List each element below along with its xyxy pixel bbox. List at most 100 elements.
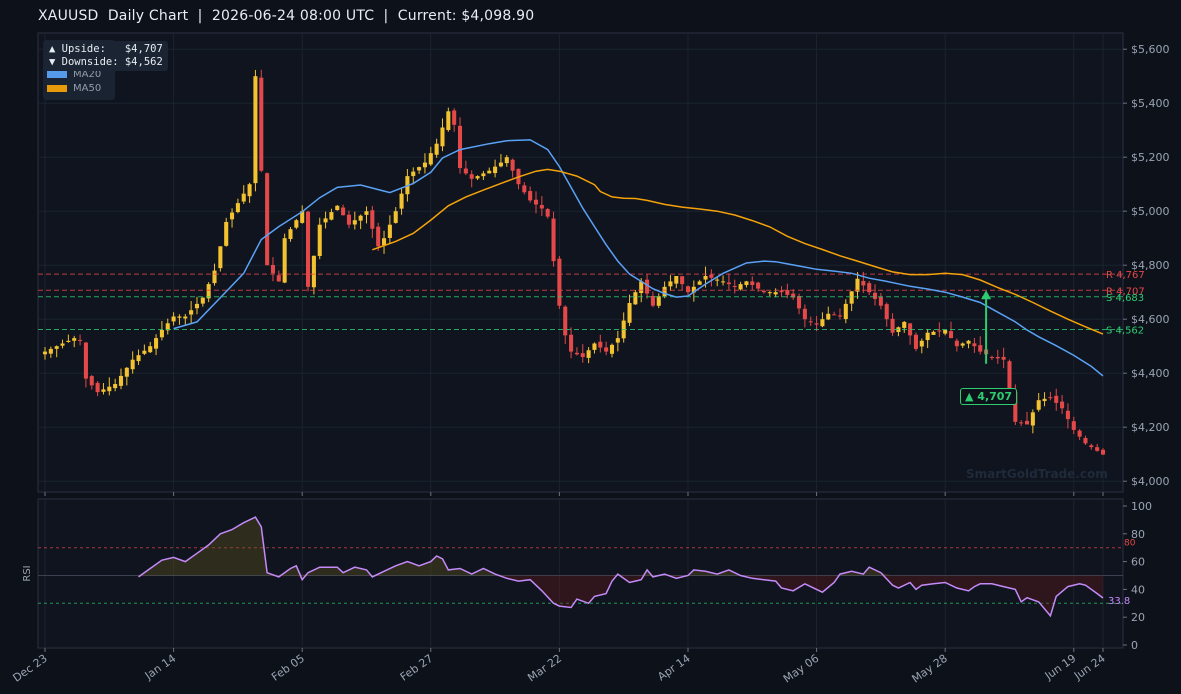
candle-body [972, 343, 977, 347]
candle-body [329, 212, 334, 220]
candle-body [95, 382, 100, 393]
candle-body [890, 318, 895, 333]
candle-body [341, 207, 346, 216]
candle-body [393, 211, 398, 223]
candle-body [294, 220, 299, 228]
x-tick-label: Feb 27 [398, 652, 436, 684]
candle-body [872, 292, 878, 299]
targets-box: ▲ Upside: $4,707 ▼ Downside: $4,562 [44, 41, 168, 71]
candle-body [60, 343, 65, 346]
candle-body [159, 330, 164, 338]
price-plot-area [37, 32, 1124, 493]
candle-body [820, 319, 825, 327]
candle-body [510, 159, 515, 171]
candle-body [539, 205, 544, 209]
candle-body [1095, 447, 1100, 451]
candle-body [498, 162, 503, 167]
candle-body [136, 355, 141, 362]
candle-body [399, 193, 404, 209]
x-tick-label: Jan 14 [142, 652, 178, 683]
candle-body [832, 314, 837, 316]
candle-body [1048, 397, 1053, 399]
x-tick-label: May 28 [909, 652, 949, 686]
candle-body [785, 290, 790, 295]
candle-body [48, 348, 53, 354]
candle-body [1001, 356, 1006, 360]
candle-body [171, 316, 176, 322]
price-tick-label: $5,200 [1131, 151, 1170, 164]
price-tick-label: $4,400 [1131, 367, 1170, 380]
candle-body [580, 353, 585, 357]
price-panel: $4,000 $4,200 $4,400 $4,600 $4,800 $5,000 $5,2… [37, 32, 1170, 493]
rsi-tick-label: 100 [1131, 500, 1152, 513]
candle-body [732, 286, 737, 288]
downside-label: ▼ Downside: $4,562 [49, 56, 163, 68]
legend-ma20: MA20 [47, 69, 101, 80]
candle-body [78, 339, 83, 341]
candle-body [715, 279, 720, 281]
candle-body [323, 218, 328, 223]
x-tick-label: Mar 22 [525, 652, 564, 685]
candle-body [335, 205, 340, 211]
legend-ma20-label: MA20 [73, 69, 102, 80]
candle-body [148, 346, 153, 353]
price-tick-label: $4,000 [1131, 475, 1170, 488]
candle-body [937, 330, 942, 332]
candle-body [493, 166, 498, 174]
candle-body [463, 168, 468, 174]
ma20-line [173, 139, 1104, 377]
x-tick-label: Apr 14 [655, 652, 692, 684]
candle-body [709, 274, 714, 278]
candle-body [224, 222, 229, 246]
price-tick-label: $4,600 [1131, 313, 1170, 326]
candle-body [855, 278, 860, 292]
candle-body [645, 279, 650, 294]
x-tick-label: Jun 19 [1042, 652, 1079, 683]
candle-body [457, 125, 463, 168]
candle-body [814, 323, 819, 325]
candle-body [1089, 445, 1094, 448]
candle-body [861, 280, 866, 286]
candle-body [598, 341, 603, 348]
candle-body [808, 321, 813, 323]
candle-body [867, 283, 872, 293]
candle-body [569, 334, 574, 352]
candle-body [212, 270, 217, 284]
candle-body [966, 340, 971, 344]
candle-body [124, 367, 129, 377]
candle-body [943, 330, 948, 334]
candle-body [66, 340, 71, 342]
candle-body [674, 276, 679, 284]
candle-body [276, 275, 281, 282]
candle-body [1030, 412, 1035, 426]
candle-body [761, 290, 767, 293]
candle-body [247, 184, 252, 197]
candle-body [306, 211, 311, 287]
candle-body [995, 356, 1000, 359]
ma50-line [372, 168, 1104, 335]
candle-body [107, 386, 112, 392]
ma50-swatch [47, 84, 67, 92]
watermark: SmartGoldTrade.com [966, 467, 1108, 481]
candle-body [615, 338, 620, 343]
candle-body [1007, 361, 1012, 391]
rsi-panel: 0 20 40 60 80 100 80 33.8 RSI [22, 498, 1152, 652]
candle-body [504, 157, 509, 164]
candle-body [557, 258, 562, 306]
rsi-current-label: 33.8 [1108, 596, 1130, 607]
candle-body [1060, 401, 1065, 409]
rsi-overbought-label: 80 [1124, 539, 1136, 549]
candle-body [370, 210, 375, 229]
candle-body [446, 111, 451, 131]
candle-body [685, 286, 691, 293]
candle-body [604, 347, 609, 352]
rsi-bear-fill [138, 575, 1104, 616]
candle-body [1100, 449, 1106, 455]
candle-body [317, 224, 322, 257]
legend-ma50-label: MA50 [73, 83, 102, 94]
candle-body [750, 281, 755, 285]
price-tick-label: $5,000 [1131, 205, 1170, 218]
candle-body [931, 331, 936, 335]
rsi-line [138, 516, 1104, 618]
